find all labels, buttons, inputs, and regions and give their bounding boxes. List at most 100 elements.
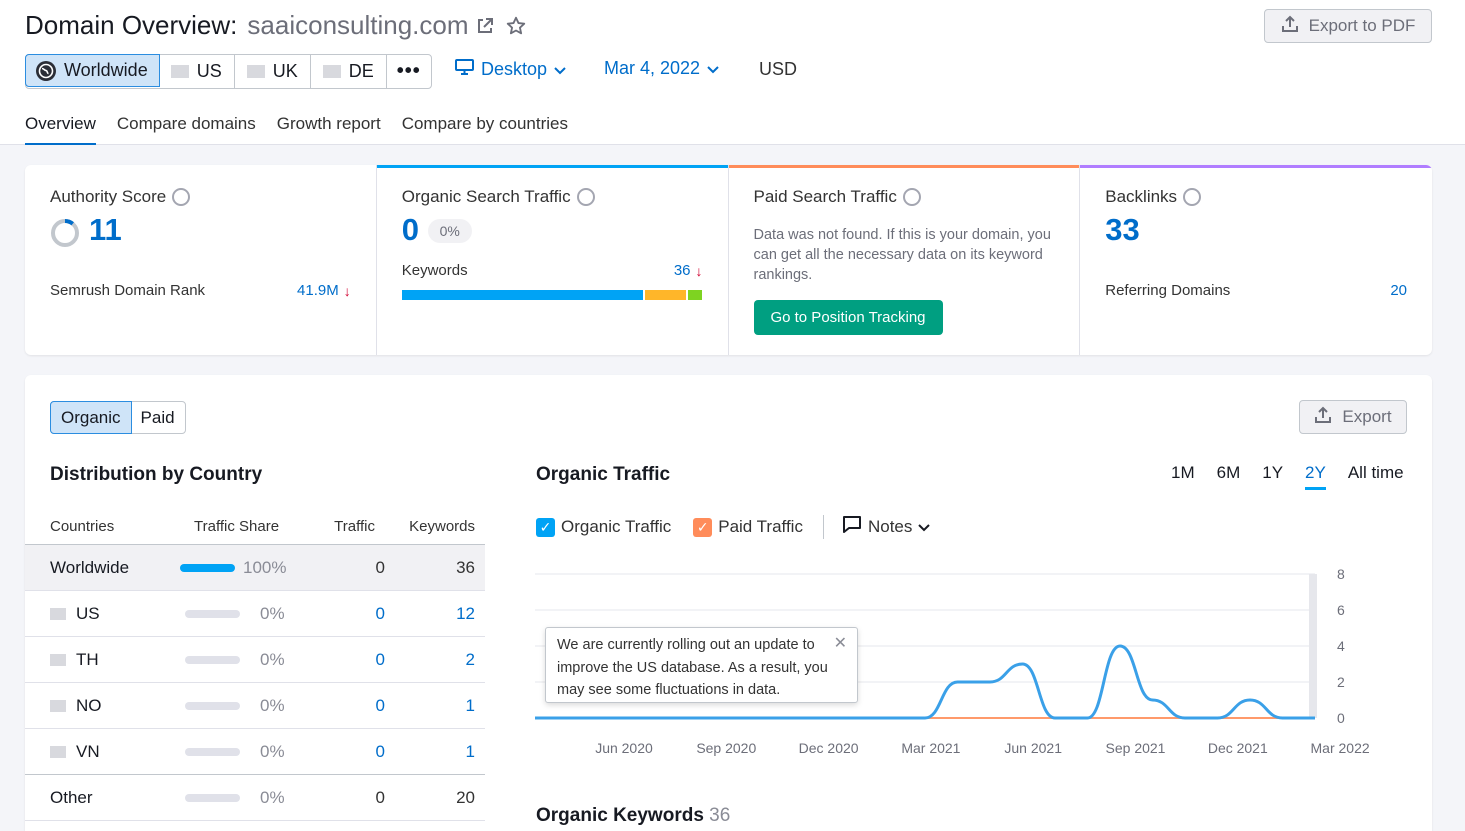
- y-tick-label: 2: [1337, 674, 1345, 690]
- table-row-no[interactable]: NO 0% 0 1: [25, 683, 485, 729]
- y-tick-label: 0: [1337, 710, 1345, 726]
- close-icon[interactable]: ✕: [833, 635, 847, 652]
- de-flag-icon: [322, 65, 341, 78]
- table-row-worldwide[interactable]: Worldwide 100% 0 36: [25, 545, 485, 591]
- globe-icon: [172, 188, 191, 206]
- chevron-down-icon: [918, 517, 931, 537]
- chart-legend: ✓ Organic Traffic ✓ Paid Traffic Notes: [536, 515, 931, 539]
- traffic-panel: Organic Paid Export Distribution by Coun…: [25, 375, 1432, 831]
- us-flag-icon: [50, 608, 66, 620]
- range-6m[interactable]: 6M: [1216, 463, 1241, 482]
- organic-traffic-value[interactable]: 0: [401, 212, 419, 247]
- authority-score-value[interactable]: 11: [89, 212, 122, 247]
- referring-domains-label: Referring Domains: [1105, 282, 1231, 299]
- star-icon[interactable]: [505, 15, 527, 37]
- keywords-label: Keywords: [401, 262, 468, 279]
- globe-icon: [36, 60, 56, 81]
- traffic-share-bar: [185, 794, 240, 802]
- organic-traffic-card: Organic Search Traffic 0 0% Keywords 36 …: [376, 165, 729, 355]
- card-title: Backlinks: [1105, 187, 1202, 207]
- traffic-share-bar: [185, 656, 240, 664]
- arrow-down-icon: ↓: [343, 282, 351, 299]
- chevron-down-icon: [707, 58, 719, 79]
- keywords-distribution-bar[interactable]: [401, 290, 704, 300]
- x-tick-label: Sep 2020: [696, 740, 756, 756]
- db-de-button[interactable]: DE: [311, 55, 387, 88]
- backlinks-card: Backlinks 33 Referring Domains 20: [1080, 165, 1432, 355]
- export-button[interactable]: Export: [1299, 400, 1407, 434]
- traffic-share-bar: [185, 610, 240, 618]
- organic-traffic-line: [534, 644, 1315, 720]
- referring-domains-value[interactable]: 20: [1390, 282, 1407, 299]
- paid-traffic-card: Paid Search Traffic Data was not found. …: [728, 165, 1081, 355]
- table-row-vn[interactable]: VN 0% 0 1: [25, 729, 485, 775]
- x-tick-label: Jun 2021: [1004, 740, 1062, 756]
- x-tick-label: Jun 2020: [595, 740, 653, 756]
- legend-paid[interactable]: Paid Traffic: [718, 517, 803, 536]
- export-to-pdf-button[interactable]: Export to PDF: [1264, 9, 1432, 43]
- table-row-other[interactable]: Other 0% 0 20: [25, 775, 485, 821]
- arrow-down-icon: ↓: [695, 262, 703, 279]
- paid-checkbox[interactable]: ✓: [693, 517, 713, 537]
- traffic-share-bar: [185, 702, 240, 710]
- organic-checkbox[interactable]: ✓: [536, 517, 555, 537]
- y-tick-label: 8: [1337, 566, 1345, 582]
- tab-growth-report[interactable]: Growth report: [276, 114, 381, 133]
- range-2y[interactable]: 2Y: [1305, 463, 1326, 490]
- th-flag-icon: [50, 654, 66, 666]
- range-1y[interactable]: 1Y: [1262, 463, 1284, 482]
- database-selector: Worldwide US UK DE •••: [25, 54, 432, 89]
- backlinks-value[interactable]: 33: [1105, 212, 1140, 247]
- notes-dropdown[interactable]: Notes: [842, 515, 931, 539]
- report-tabs: Overview Compare domains Growth report C…: [25, 114, 568, 145]
- more-databases-button[interactable]: •••: [396, 60, 421, 82]
- x-tick-label: Dec 2020: [799, 740, 859, 756]
- chevron-down-icon: [554, 59, 566, 80]
- card-title: Authority Score: [50, 187, 191, 207]
- db-uk-button[interactable]: UK: [235, 55, 311, 88]
- upload-icon: [1314, 406, 1332, 429]
- domain-rank-label: Semrush Domain Rank: [50, 282, 206, 299]
- range-1m[interactable]: 1M: [1171, 463, 1195, 482]
- x-tick-label: Sep 2021: [1106, 740, 1166, 756]
- x-tick-label: Dec 2021: [1208, 740, 1268, 756]
- y-tick-label: 4: [1337, 638, 1345, 654]
- paid-toggle-button[interactable]: Paid: [140, 407, 175, 427]
- globe-icon: [902, 188, 921, 206]
- date-dropdown[interactable]: Mar 4, 2022: [604, 58, 719, 79]
- current-period-marker: [1309, 574, 1317, 718]
- db-us-button[interactable]: US: [159, 55, 235, 88]
- tab-overview[interactable]: Overview: [25, 114, 96, 145]
- organic-keywords-count: 36: [709, 805, 731, 826]
- no-data-message: Data was not found. If this is your doma…: [753, 227, 1051, 283]
- organic-toggle-button[interactable]: Organic: [50, 401, 132, 434]
- keywords-value[interactable]: 36 ↓: [673, 262, 703, 279]
- table-row-th[interactable]: TH 0% 0 2: [25, 637, 485, 683]
- desktop-icon: [455, 58, 474, 81]
- summary-cards: Authority Score 11 Semrush Domain Rank 4…: [25, 165, 1432, 355]
- upload-icon: [1281, 15, 1299, 38]
- organic-traffic-title: Organic Traffic: [536, 464, 671, 485]
- x-tick-label: Mar 2021: [901, 740, 960, 756]
- no-flag-icon: [50, 700, 66, 712]
- time-range-tabs: 1M 6M 1Y 2Y All time: [1171, 463, 1404, 490]
- card-title: Paid Search Traffic: [754, 187, 921, 207]
- database-update-tooltip: We are currently rolling out an update t…: [545, 627, 858, 703]
- tab-compare-by-countries[interactable]: Compare by countries: [401, 114, 569, 133]
- go-to-position-tracking-button[interactable]: Go to Position Tracking: [753, 300, 943, 335]
- device-dropdown[interactable]: Desktop: [455, 58, 566, 81]
- y-tick-label: 6: [1337, 602, 1345, 618]
- page-title: Domain Overview: saaiconsulting.com: [25, 10, 527, 41]
- distribution-title: Distribution by Country: [50, 464, 263, 485]
- table-row-us[interactable]: US 0% 0 12: [25, 591, 485, 637]
- note-icon: [842, 515, 862, 539]
- x-tick-label: Mar 2022: [1311, 740, 1370, 756]
- tab-compare-domains[interactable]: Compare domains: [116, 114, 256, 133]
- legend-organic[interactable]: Organic Traffic: [561, 517, 672, 536]
- organic-keywords-title: Organic Keywords 36: [536, 805, 731, 826]
- card-title: Organic Search Traffic: [402, 187, 595, 207]
- external-link-icon[interactable]: [475, 16, 495, 36]
- domain-rank-value[interactable]: 41.9M ↓: [297, 282, 351, 299]
- range-all-time[interactable]: All time: [1347, 463, 1404, 482]
- db-worldwide-button[interactable]: Worldwide: [25, 54, 160, 87]
